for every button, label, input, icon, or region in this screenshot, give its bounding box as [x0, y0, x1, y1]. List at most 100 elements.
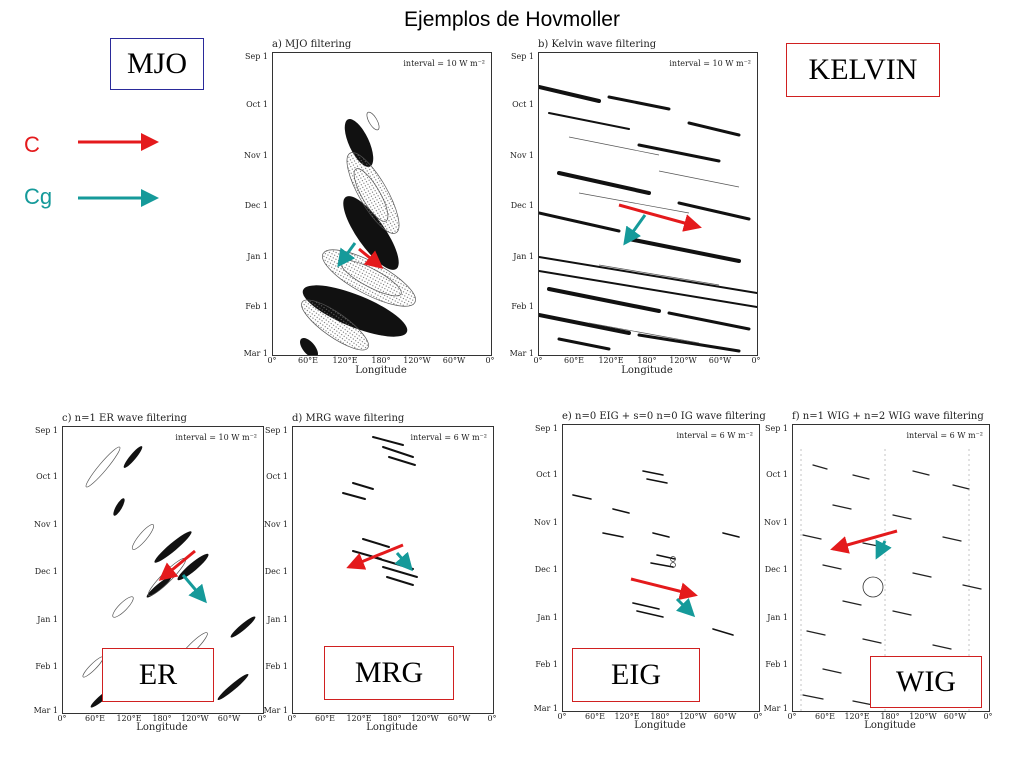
x-axis-label: Longitude	[864, 720, 916, 731]
y-tick: Oct 1	[246, 100, 268, 109]
x-tick: 0°	[753, 712, 763, 721]
x-tick: 120°W	[181, 714, 209, 723]
y-tick: Feb 1	[265, 662, 288, 671]
y-tick: Oct 1	[512, 100, 534, 109]
x-tick: 0°	[557, 712, 567, 721]
y-tick: Mar 1	[509, 349, 534, 358]
y-tick: Oct 1	[536, 470, 558, 479]
hovmoller-contours	[539, 85, 757, 353]
x-tick: 0°	[287, 714, 297, 723]
panel-title: f) n=1 WIG + n=2 WIG wave filtering	[792, 411, 984, 422]
interval-label: interval = 10 W m⁻²	[175, 433, 257, 442]
x-tick: 180°	[880, 712, 900, 721]
hovmoller-contours	[342, 436, 418, 586]
tag-kelvin: KELVIN	[786, 43, 940, 97]
panel-title: d) MRG wave filtering	[292, 413, 405, 424]
panel-mjo: a) MJO filtering interval = 10 W m⁻² Sep…	[236, 38, 504, 378]
x-tick: 120°E	[346, 714, 372, 723]
y-tick: Sep 1	[35, 426, 58, 435]
y-tick: Sep 1	[265, 426, 288, 435]
panel-title: e) n=0 EIG + s=0 n=0 IG wave filtering	[562, 411, 766, 422]
interval-label: interval = 6 W m⁻²	[410, 433, 487, 442]
legend-cg-label: Cg	[24, 184, 53, 209]
y-tick: Mar 1	[533, 704, 558, 713]
legend-c-label: C	[24, 132, 40, 157]
x-axis-label: Longitude	[634, 720, 686, 731]
y-tick: Oct 1	[36, 472, 58, 481]
x-axis-label: Longitude	[136, 722, 188, 733]
y-tick: Jan 1	[513, 252, 534, 261]
y-tick: Nov 1	[534, 518, 558, 527]
plot-area: interval = 10 W m⁻²	[272, 52, 492, 356]
x-tick: 60°W	[713, 712, 737, 721]
x-tick: 180°	[637, 356, 657, 365]
y-tick: Nov 1	[244, 151, 268, 160]
y-tick: Oct 1	[766, 470, 788, 479]
hovmoller-contours	[82, 446, 256, 708]
interval-label: interval = 10 W m⁻²	[669, 59, 751, 68]
x-tick: 0°	[57, 714, 67, 723]
x-tick: 60°E	[814, 712, 836, 721]
y-tick: Sep 1	[511, 52, 534, 61]
x-tick: 0°	[487, 714, 497, 723]
x-tick: 120°E	[116, 714, 142, 723]
interval-label: interval = 6 W m⁻²	[906, 431, 983, 440]
plot-area: interval = 10 W m⁻²	[538, 52, 758, 356]
x-tick: 60°W	[442, 356, 466, 365]
x-tick: 180°	[650, 712, 670, 721]
y-tick: Dec 1	[764, 565, 788, 574]
y-tick: Sep 1	[245, 52, 268, 61]
y-tick: Mar 1	[763, 704, 788, 713]
x-tick: 60°W	[447, 714, 471, 723]
y-tick: Feb 1	[511, 302, 534, 311]
tag-eig: EIG	[572, 648, 700, 702]
y-tick: Nov 1	[764, 518, 788, 527]
y-tick: Feb 1	[245, 302, 268, 311]
x-axis-label: Longitude	[621, 365, 673, 376]
x-tick: 120°W	[411, 714, 439, 723]
page-title: Ejemplos de Hovmoller	[404, 8, 620, 31]
panel-kelvin: b) Kelvin wave filtering interval = 10 W…	[502, 38, 770, 378]
x-tick: 60°E	[84, 714, 106, 723]
tag-wig: WIG	[870, 656, 982, 708]
x-tick: 120°E	[332, 356, 358, 365]
x-tick: 180°	[371, 356, 391, 365]
x-tick: 0°	[533, 356, 543, 365]
y-tick: Dec 1	[264, 567, 288, 576]
x-tick: 60°W	[943, 712, 967, 721]
y-tick: Dec 1	[244, 201, 268, 210]
x-tick: 0°	[983, 712, 993, 721]
x-tick: 0°	[257, 714, 267, 723]
x-tick: 60°W	[217, 714, 241, 723]
legend-c-arrow	[78, 133, 159, 207]
x-tick: 180°	[382, 714, 402, 723]
x-tick: 120°W	[679, 712, 707, 721]
y-tick: Feb 1	[765, 660, 788, 669]
x-tick: 120°E	[614, 712, 640, 721]
y-tick: Nov 1	[34, 520, 58, 529]
x-tick: 0°	[267, 356, 277, 365]
hovmoller-contours	[300, 111, 416, 355]
panel-title: b) Kelvin wave filtering	[538, 39, 657, 50]
hovmoller-contours	[572, 470, 740, 676]
y-tick: Dec 1	[510, 201, 534, 210]
y-tick: Jan 1	[247, 252, 268, 261]
panel-title: c) n=1 ER wave filtering	[62, 413, 187, 424]
y-tick: Jan 1	[267, 615, 288, 624]
tag-mjo: MJO	[110, 38, 204, 90]
tag-mrg: MRG	[324, 646, 454, 700]
y-tick: Dec 1	[34, 567, 58, 576]
y-tick: Sep 1	[765, 424, 788, 433]
y-tick: Mar 1	[263, 706, 288, 715]
interval-label: interval = 10 W m⁻²	[403, 59, 485, 68]
y-tick: Sep 1	[535, 424, 558, 433]
x-tick: 60°E	[314, 714, 336, 723]
x-axis-label: Longitude	[366, 722, 418, 733]
x-tick: 0°	[485, 356, 495, 365]
y-tick: Feb 1	[35, 662, 58, 671]
x-tick: 0°	[787, 712, 797, 721]
y-tick: Dec 1	[534, 565, 558, 574]
y-tick: Jan 1	[767, 613, 788, 622]
x-tick: 0°	[751, 356, 761, 365]
x-tick: 120°W	[669, 356, 697, 365]
